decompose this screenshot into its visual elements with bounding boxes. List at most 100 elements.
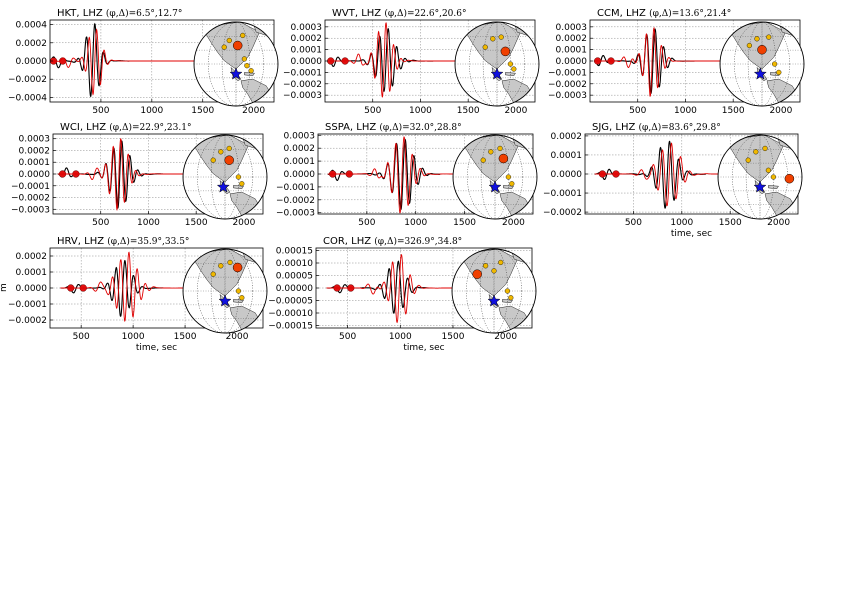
- x-tick-label: 500: [364, 106, 381, 116]
- panel-title: SJG, LHZ (φ,Δ)=83.6°,29.8°: [592, 122, 721, 133]
- selected-station-marker: [500, 46, 511, 57]
- y-tick-label: 0.0001: [19, 158, 51, 168]
- y-tick-label: 0.0003: [284, 131, 316, 141]
- x-tick-label: 2000: [242, 106, 265, 116]
- y-tick-label: 0.0000: [551, 170, 583, 180]
- x-axis-label: time, sec: [403, 343, 444, 353]
- globe-graticule: [455, 22, 539, 106]
- station-marker: [505, 174, 512, 180]
- x-tick-label: 1000: [137, 218, 160, 228]
- station-marker: [235, 174, 242, 180]
- station-marker: [509, 181, 515, 187]
- x-tick-label: 2000: [226, 332, 249, 342]
- y-tick-label: 0.0002: [556, 34, 588, 44]
- station-marker: [766, 34, 772, 40]
- panel-title-station: HRV, LHZ: [57, 236, 107, 247]
- panel-hkt: 500 1000 1500 2000 0.0004 0.0002 0.0000 −0.0002…: [8, 8, 279, 116]
- y-tick-label: −0.0002: [8, 75, 47, 85]
- station-marker: [511, 66, 517, 72]
- y-tick-label: 0.0000: [19, 170, 51, 180]
- station-marker: [762, 145, 768, 152]
- x-tick-label: 1500: [191, 106, 214, 116]
- x-tick-label: 1500: [722, 106, 745, 116]
- station-marker: [218, 263, 224, 269]
- panel-title: WCI, LHZ (φ,Δ)=22.9°,23.1°: [60, 122, 191, 133]
- x-tick-label: 1500: [453, 218, 476, 228]
- y-tick-label: 0.0003: [556, 23, 588, 33]
- x-tick-label: 1000: [389, 332, 412, 342]
- x-tick-label: 1500: [457, 106, 480, 116]
- y-tick-label: −0.0003: [283, 91, 322, 101]
- y-tick-label: 0.0000: [16, 284, 48, 294]
- y-tick-label: 0.00005: [276, 272, 313, 282]
- station-marker: [745, 157, 751, 163]
- globe-inset: [454, 21, 540, 107]
- panel-title-angles: (φ,Δ)=35.9°,33.5°: [107, 236, 189, 247]
- meridian: [469, 22, 525, 106]
- x-tick-label: 2000: [769, 106, 792, 116]
- station-marker: [480, 157, 486, 163]
- station-marker: [227, 259, 233, 266]
- station-marker: [746, 42, 753, 49]
- x-tick-label: 500: [629, 106, 646, 116]
- meridian: [208, 22, 264, 106]
- y-tick-label: −0.0001: [276, 183, 315, 193]
- globe-inset: [193, 21, 279, 107]
- panel-title-station: WVT, LHZ: [332, 8, 384, 19]
- globe-graticule: [453, 135, 537, 219]
- panel-title: CCM, LHZ (φ,Δ)=13.6°,21.4°: [597, 8, 731, 19]
- y-tick-label: −0.0001: [11, 182, 50, 192]
- x-axis-label: time, sec: [136, 343, 177, 353]
- series-trace: [326, 260, 432, 314]
- y-tick-label: 0.0002: [284, 144, 316, 154]
- panel-title-angles: (φ,Δ)=326.9°,34.8°: [374, 236, 462, 247]
- y-tick-label: −0.0002: [8, 316, 47, 326]
- globe-inset: [452, 134, 538, 220]
- x-tick-label: 2000: [494, 332, 517, 342]
- globe-inset: [719, 21, 805, 107]
- event-star-marker: [218, 294, 232, 307]
- y-tick-label: −0.0001: [283, 68, 322, 78]
- station-marker: [498, 259, 504, 266]
- globe-inset: [717, 134, 803, 220]
- x-tick-label: 1500: [174, 332, 197, 342]
- panel-title-station: COR, LHZ: [323, 236, 374, 247]
- station-marker: [221, 44, 227, 50]
- globe-outline: [717, 134, 803, 220]
- x-tick-label: 1500: [719, 218, 742, 228]
- panel-sspa: 500 1000 1500 2000 0.0003 0.0002 0.0001 0.0000 −…: [276, 122, 538, 228]
- y-tick-label: 0.0002: [291, 34, 323, 44]
- panel-title-station: CCM, LHZ: [597, 8, 649, 19]
- x-axis-label: time, sec: [671, 229, 712, 239]
- station-marker: [244, 63, 250, 69]
- y-tick-label: 0.0002: [16, 39, 48, 49]
- station-marker: [210, 157, 216, 163]
- y-tick-label: 0.00010: [276, 259, 313, 269]
- y-tick-label: 0.0002: [19, 146, 51, 156]
- globe-outline: [193, 21, 279, 107]
- x-tick-label: 2000: [767, 218, 790, 228]
- y-tick-label: 0.0004: [16, 21, 48, 31]
- panel-title-angles: (φ,Δ)=22.6°,20.6°: [384, 8, 466, 19]
- station-marker: [483, 263, 489, 269]
- station-marker: [226, 37, 232, 44]
- meridian: [197, 135, 253, 219]
- globe-outline: [451, 248, 537, 334]
- y-tick-label: 0.0000: [284, 170, 316, 180]
- x-tick-label: 1000: [404, 218, 427, 228]
- y-tick-label: −0.0004: [8, 93, 47, 103]
- globe-outline: [452, 134, 538, 220]
- x-tick-label: 2000: [504, 106, 527, 116]
- event-star-marker: [490, 67, 504, 80]
- panel-title-station: SSPA, LHZ: [325, 122, 379, 133]
- panel-title-angles: (φ,Δ)=6.5°,12.7°: [106, 8, 182, 19]
- meridian: [480, 135, 510, 219]
- x-tick-label: 500: [339, 332, 356, 342]
- station-marker: [765, 167, 772, 173]
- panel-title: WVT, LHZ (φ,Δ)=22.6°,20.6°: [332, 8, 467, 19]
- x-tick-label: 1000: [674, 106, 697, 116]
- station-marker: [488, 149, 494, 155]
- globe-graticule: [194, 22, 278, 106]
